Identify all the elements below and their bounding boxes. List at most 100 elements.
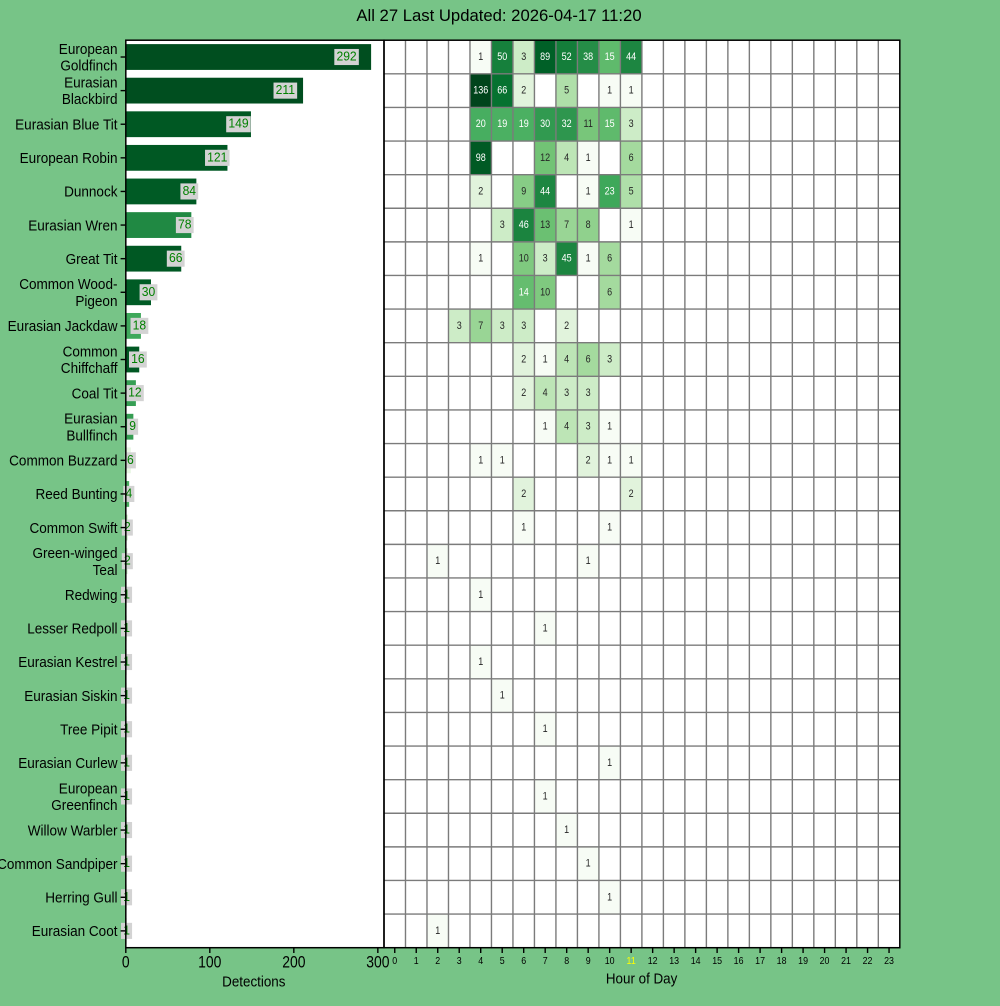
svg-text:1: 1 <box>586 858 591 870</box>
svg-text:Common: Common <box>63 344 118 360</box>
svg-text:1: 1 <box>123 721 130 736</box>
svg-text:2: 2 <box>564 320 569 332</box>
svg-text:1: 1 <box>629 219 634 231</box>
svg-text:44: 44 <box>540 185 550 197</box>
svg-text:1: 1 <box>607 891 612 903</box>
svg-text:1: 1 <box>123 822 130 837</box>
svg-text:Willow Warbler: Willow Warbler <box>28 823 118 839</box>
svg-text:1: 1 <box>564 824 569 836</box>
svg-text:7: 7 <box>543 956 548 967</box>
svg-text:200: 200 <box>282 954 305 972</box>
svg-text:European: European <box>59 42 118 58</box>
svg-text:98: 98 <box>476 152 486 164</box>
svg-text:1: 1 <box>478 253 483 265</box>
svg-text:4: 4 <box>564 354 569 366</box>
svg-text:10: 10 <box>540 286 550 298</box>
svg-text:9: 9 <box>521 185 526 197</box>
svg-text:3: 3 <box>500 320 505 332</box>
svg-text:11: 11 <box>627 956 636 967</box>
svg-text:Redwing: Redwing <box>65 588 118 604</box>
svg-text:3: 3 <box>521 320 526 332</box>
svg-text:13: 13 <box>669 956 679 967</box>
svg-text:Teal: Teal <box>93 563 118 579</box>
svg-text:Goldfinch: Goldfinch <box>60 59 117 75</box>
svg-text:2: 2 <box>629 488 634 500</box>
svg-text:2: 2 <box>478 185 483 197</box>
svg-text:1: 1 <box>123 922 130 937</box>
svg-text:14: 14 <box>519 286 529 298</box>
svg-text:4: 4 <box>564 421 569 433</box>
svg-text:19: 19 <box>519 118 529 130</box>
svg-text:1: 1 <box>123 788 130 803</box>
svg-text:78: 78 <box>178 217 191 232</box>
svg-text:1: 1 <box>607 421 612 433</box>
svg-text:6: 6 <box>521 956 526 967</box>
svg-text:2: 2 <box>586 454 591 466</box>
svg-text:4: 4 <box>543 387 548 399</box>
svg-text:9: 9 <box>586 956 591 967</box>
svg-text:66: 66 <box>169 250 182 265</box>
svg-text:Chiffchaff: Chiffchaff <box>61 361 119 377</box>
svg-text:52: 52 <box>562 51 572 63</box>
svg-text:Dunnock: Dunnock <box>64 185 118 201</box>
svg-text:Eurasian Curlew: Eurasian Curlew <box>18 756 118 772</box>
svg-text:Hour of Day: Hour of Day <box>606 972 678 988</box>
svg-text:3: 3 <box>586 387 591 399</box>
svg-text:1: 1 <box>123 586 130 601</box>
svg-text:1: 1 <box>123 654 130 669</box>
svg-text:89: 89 <box>540 51 550 63</box>
svg-text:2: 2 <box>435 956 440 967</box>
svg-text:Greenfinch: Greenfinch <box>51 798 117 814</box>
svg-text:1: 1 <box>478 454 483 466</box>
svg-text:Lesser Redpoll: Lesser Redpoll <box>27 622 117 638</box>
svg-text:20: 20 <box>820 956 830 967</box>
svg-text:5: 5 <box>629 185 634 197</box>
svg-text:1: 1 <box>414 956 419 967</box>
svg-text:4: 4 <box>478 956 483 967</box>
svg-text:1: 1 <box>521 522 526 534</box>
svg-text:6: 6 <box>607 286 612 298</box>
svg-text:1: 1 <box>500 690 505 702</box>
svg-text:45: 45 <box>562 253 572 265</box>
svg-text:1: 1 <box>543 790 548 802</box>
svg-text:1: 1 <box>543 622 548 634</box>
svg-text:3: 3 <box>564 387 569 399</box>
svg-text:17: 17 <box>755 956 765 967</box>
svg-text:Common Sandpiper: Common Sandpiper <box>0 857 118 873</box>
svg-text:European Robin: European Robin <box>20 151 118 167</box>
svg-text:Eurasian Kestrel: Eurasian Kestrel <box>18 655 117 671</box>
svg-text:100: 100 <box>198 954 221 972</box>
svg-text:15: 15 <box>605 51 615 63</box>
svg-text:Common Wood-: Common Wood- <box>19 277 117 293</box>
svg-text:3: 3 <box>457 320 462 332</box>
svg-text:Eurasian: Eurasian <box>64 412 117 428</box>
svg-text:1: 1 <box>543 354 548 366</box>
svg-text:1: 1 <box>123 855 130 870</box>
svg-text:1: 1 <box>629 85 634 97</box>
svg-text:32: 32 <box>562 118 572 130</box>
svg-text:8: 8 <box>564 956 569 967</box>
svg-text:1: 1 <box>543 723 548 735</box>
svg-text:6: 6 <box>127 452 134 467</box>
svg-text:292: 292 <box>336 49 356 64</box>
svg-text:Eurasian Siskin: Eurasian Siskin <box>24 689 117 705</box>
svg-text:2: 2 <box>124 553 131 568</box>
svg-text:Eurasian: Eurasian <box>64 75 117 91</box>
svg-text:16: 16 <box>734 956 744 967</box>
svg-text:3: 3 <box>607 354 612 366</box>
svg-text:1: 1 <box>435 925 440 937</box>
svg-text:8: 8 <box>586 219 591 231</box>
svg-text:20: 20 <box>476 118 486 130</box>
svg-text:21: 21 <box>841 956 851 967</box>
svg-text:1: 1 <box>478 589 483 601</box>
svg-text:18: 18 <box>777 956 787 967</box>
svg-text:84: 84 <box>183 183 196 198</box>
svg-text:2: 2 <box>521 85 526 97</box>
svg-text:Pigeon: Pigeon <box>75 294 117 310</box>
svg-text:2: 2 <box>521 354 526 366</box>
svg-text:Eurasian Blue Tit: Eurasian Blue Tit <box>15 117 117 133</box>
svg-text:16: 16 <box>131 351 144 366</box>
svg-text:14: 14 <box>691 956 701 967</box>
svg-text:1: 1 <box>123 754 130 769</box>
svg-text:Green-winged: Green-winged <box>32 546 117 562</box>
